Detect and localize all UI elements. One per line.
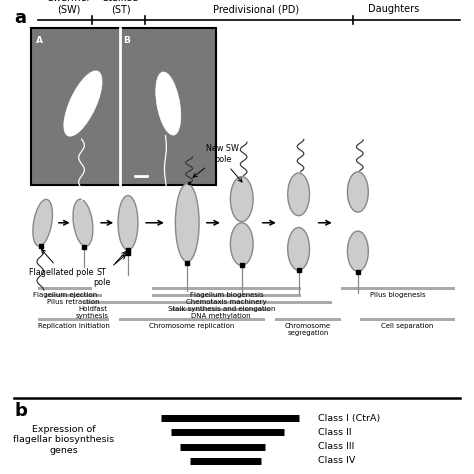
- Text: B: B: [123, 36, 130, 45]
- Bar: [152, 287, 301, 290]
- Text: Chromosome
segregation: Chromosome segregation: [285, 323, 331, 336]
- Ellipse shape: [347, 231, 368, 271]
- Text: Predivisional (PD): Predivisional (PD): [213, 4, 299, 14]
- Bar: [38, 287, 92, 290]
- Ellipse shape: [347, 172, 368, 212]
- Text: Class I (CtrA): Class I (CtrA): [318, 414, 380, 422]
- Text: Flagellum ejection: Flagellum ejection: [33, 292, 98, 298]
- Ellipse shape: [64, 71, 102, 136]
- Text: Pilus retraction: Pilus retraction: [47, 299, 100, 305]
- Ellipse shape: [73, 199, 93, 246]
- Text: Stalked
(ST): Stalked (ST): [103, 0, 139, 14]
- Bar: [31, 28, 216, 185]
- Text: DNA methylation: DNA methylation: [191, 313, 250, 319]
- Text: Class III: Class III: [318, 442, 354, 451]
- Text: b: b: [14, 402, 27, 420]
- Text: Flagellum biogenesis: Flagellum biogenesis: [190, 292, 264, 298]
- Text: Daughters: Daughters: [368, 4, 419, 14]
- Text: Class IV: Class IV: [318, 456, 355, 465]
- Ellipse shape: [156, 72, 181, 135]
- Bar: [38, 318, 109, 321]
- Bar: [83, 301, 140, 304]
- Text: Stalk synthesis and elongation: Stalk synthesis and elongation: [168, 306, 275, 312]
- Ellipse shape: [118, 195, 138, 250]
- Text: Cell separation: Cell separation: [382, 323, 434, 329]
- Ellipse shape: [288, 173, 310, 216]
- Ellipse shape: [288, 228, 310, 270]
- Text: Replication initiation: Replication initiation: [37, 323, 109, 329]
- Text: Holdfast
synthesis: Holdfast synthesis: [76, 306, 109, 319]
- Bar: [171, 308, 270, 311]
- Ellipse shape: [175, 184, 199, 262]
- Text: Expression of
flagellar biosynthesis
genes: Expression of flagellar biosynthesis gen…: [13, 425, 115, 455]
- Text: Swarmer
(SW): Swarmer (SW): [47, 0, 91, 14]
- Ellipse shape: [230, 223, 253, 265]
- Text: A: A: [36, 36, 43, 45]
- Text: Chemotaxis machinery: Chemotaxis machinery: [186, 299, 267, 305]
- Bar: [341, 287, 455, 290]
- Text: Flagellated pole: Flagellated pole: [29, 249, 94, 277]
- Text: New SW
pole: New SW pole: [193, 144, 239, 177]
- Bar: [118, 318, 265, 321]
- Text: Chromosome replication: Chromosome replication: [149, 323, 235, 329]
- Ellipse shape: [230, 177, 253, 222]
- Bar: [45, 294, 102, 297]
- Bar: [275, 318, 341, 321]
- Bar: [360, 318, 455, 321]
- Text: ST
pole: ST pole: [93, 252, 126, 287]
- Text: Pilus biogenesis: Pilus biogenesis: [370, 292, 426, 298]
- Text: a: a: [14, 9, 26, 27]
- Text: Class II: Class II: [318, 428, 351, 437]
- Ellipse shape: [33, 200, 53, 246]
- Bar: [152, 294, 301, 297]
- Bar: [111, 301, 332, 304]
